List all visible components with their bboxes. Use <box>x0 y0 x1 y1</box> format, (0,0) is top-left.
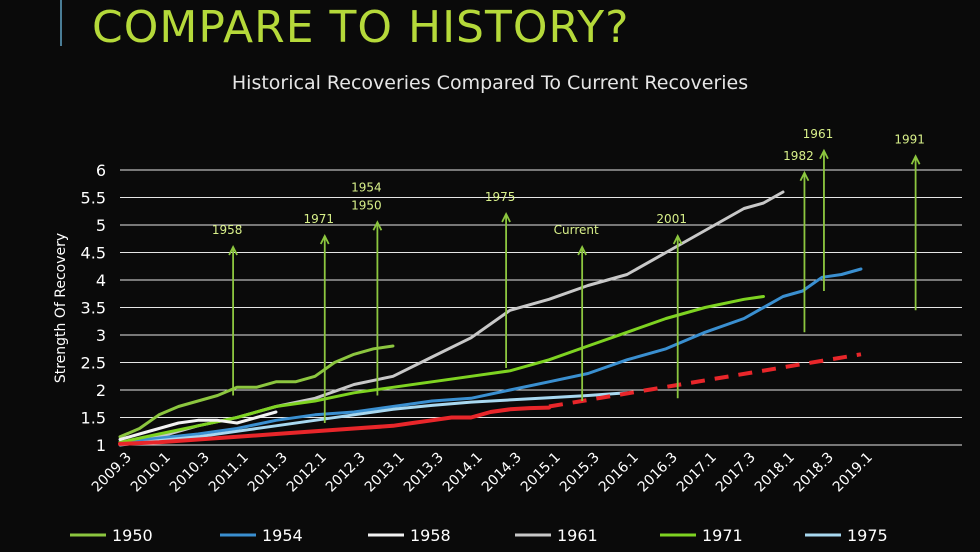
x-tick-label: 2010.1 <box>128 450 174 496</box>
y-tick-label: 5.5 <box>81 189 106 208</box>
x-tick-label: 2017.3 <box>713 450 759 496</box>
y-tick-label: 4.5 <box>81 244 106 263</box>
accent-bar <box>60 0 62 46</box>
annotation-arrowhead <box>799 170 810 182</box>
annotation-arrowhead <box>577 244 587 256</box>
x-tick-label: 2018.1 <box>752 450 798 496</box>
legend-label-1954: 1954 <box>262 526 303 545</box>
annotation-label-1971: 1971 <box>303 212 334 226</box>
annotation-label-1961: 1961 <box>803 127 834 141</box>
legend-label-1961: 1961 <box>557 526 598 545</box>
x-tick-label: 2016.1 <box>596 450 642 496</box>
annotation-arrowhead <box>372 220 383 231</box>
x-tick-label: 2018.3 <box>791 450 837 496</box>
annotation-arrowhead <box>910 154 921 165</box>
series-line-1950 <box>118 344 395 439</box>
annotation-label-2001: 2001 <box>656 212 687 226</box>
x-tick-label: 2011.1 <box>206 450 252 496</box>
x-tick-label: 2017.1 <box>674 450 720 496</box>
legend-label-1950: 1950 <box>112 526 153 545</box>
x-tick-label: 2016.3 <box>635 450 681 496</box>
x-tick-label: 2012.3 <box>323 450 369 496</box>
annotation-label-1954: 1954 <box>351 180 382 194</box>
y-tick-label: 2 <box>96 381 106 400</box>
y-tick-label: 6 <box>96 161 106 180</box>
y-tick-label: 1 <box>96 436 106 455</box>
x-tick-label: 2015.1 <box>518 450 564 496</box>
annotation-arrowhead <box>672 233 683 245</box>
annotation-label-current: Current <box>554 223 599 237</box>
legend-label-1975: 1975 <box>847 526 888 545</box>
series-line-current <box>118 405 551 446</box>
series-line-1958 <box>118 410 278 441</box>
y-tick-label: 1.5 <box>81 409 106 428</box>
x-tick-label: 2011.3 <box>245 450 291 496</box>
y-tick-label: 2.5 <box>81 354 106 373</box>
y-tick-label: 3 <box>96 326 106 345</box>
x-tick-label: 2009.3 <box>89 450 135 496</box>
y-tick-label: 3.5 <box>81 299 106 318</box>
x-tick-label: 2014.3 <box>479 450 525 496</box>
annotation-arrowhead <box>819 148 829 160</box>
annotation-label-1950: 1950 <box>351 198 382 212</box>
y-tick-label: 5 <box>96 216 106 235</box>
legend-label-1958: 1958 <box>410 526 451 545</box>
x-tick-label: 2014.1 <box>440 450 486 496</box>
annotation-label-1982: 1982 <box>783 149 814 163</box>
x-tick-label: 2015.3 <box>557 450 603 496</box>
y-tick-label: 4 <box>96 271 106 290</box>
annotation-arrowhead <box>501 211 511 223</box>
legend-label-1971: 1971 <box>702 526 743 545</box>
y-axis-label: Strength Of Recovery <box>53 233 69 383</box>
x-tick-label: 2019.1 <box>830 450 876 496</box>
series-line-trend <box>548 352 862 409</box>
annotation-label-1958: 1958 <box>212 223 243 237</box>
x-tick-label: 2013.1 <box>362 450 408 496</box>
annotation-label-1975: 1975 <box>485 190 516 204</box>
series-line-1971 <box>118 295 765 444</box>
x-tick-label: 2012.1 <box>284 450 330 496</box>
chart-title: Historical Recoveries Compared To Curren… <box>231 72 749 94</box>
series-line-1954 <box>118 267 863 444</box>
slide-headline: COMPARE TO HISTORY? <box>92 2 630 53</box>
series-line-1975 <box>118 391 629 447</box>
x-tick-label: 2013.3 <box>401 450 447 496</box>
annotation-label-1991: 1991 <box>894 132 925 146</box>
annotation-arrowhead <box>228 244 238 256</box>
x-tick-label: 2010.3 <box>167 450 213 496</box>
annotation-arrowhead <box>319 233 330 245</box>
